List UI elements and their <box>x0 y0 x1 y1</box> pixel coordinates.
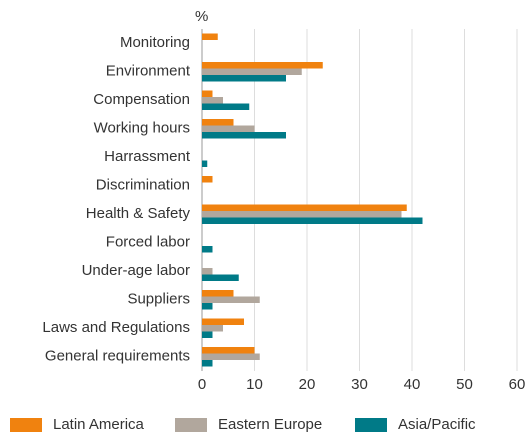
bar <box>202 353 260 360</box>
bar <box>202 160 208 167</box>
bar <box>202 217 423 224</box>
bar <box>202 325 223 332</box>
bar <box>202 318 244 325</box>
axis-label: % <box>195 8 208 25</box>
x-tick-label: 10 <box>246 376 263 393</box>
x-tick-label: 40 <box>404 376 421 393</box>
bar <box>202 62 323 69</box>
bar <box>202 347 255 354</box>
bar <box>202 204 407 211</box>
y-tick-label: Monitoring <box>120 34 190 51</box>
x-tick-label: 50 <box>456 376 473 393</box>
legend-swatch <box>355 418 387 432</box>
y-tick-label: Compensation <box>93 91 190 108</box>
y-tick-label: Environment <box>106 63 191 80</box>
y-tick-label: Discrimination <box>96 177 190 194</box>
bar <box>202 211 402 218</box>
bar <box>202 290 234 297</box>
legend-label: Eastern Europe <box>218 416 322 433</box>
bar <box>202 296 260 303</box>
x-tick-label: 20 <box>299 376 316 393</box>
legend-label: Latin America <box>53 416 145 433</box>
x-tick-label: 30 <box>351 376 368 393</box>
bar <box>202 75 286 82</box>
bar <box>202 68 302 75</box>
bar <box>202 125 255 132</box>
bar <box>202 176 213 183</box>
bar <box>202 274 239 281</box>
x-tick-label: 60 <box>509 376 526 393</box>
bar <box>202 90 213 97</box>
bar <box>202 246 213 253</box>
y-tick-label: Laws and Regulations <box>42 319 190 336</box>
bar <box>202 97 223 104</box>
y-tick-label: Suppliers <box>127 291 190 308</box>
bar <box>202 103 250 110</box>
y-tick-label: Health & Safety <box>86 205 191 222</box>
y-tick-label: Under-age labor <box>82 262 190 279</box>
legend-swatch <box>10 418 42 432</box>
y-tick-label: General requirements <box>45 348 190 365</box>
bar <box>202 268 213 275</box>
y-tick-label: Forced labor <box>106 234 190 251</box>
bar <box>202 360 213 367</box>
y-tick-label: Working hours <box>94 120 190 137</box>
bar <box>202 331 213 338</box>
bar <box>202 119 234 126</box>
legend-label: Asia/Pacific <box>398 416 476 433</box>
y-tick-label: Harrassment <box>104 148 191 165</box>
bar <box>202 303 213 310</box>
legend-swatch <box>175 418 207 432</box>
x-tick-label: 0 <box>198 376 206 393</box>
bar <box>202 33 218 40</box>
bar <box>202 132 286 139</box>
